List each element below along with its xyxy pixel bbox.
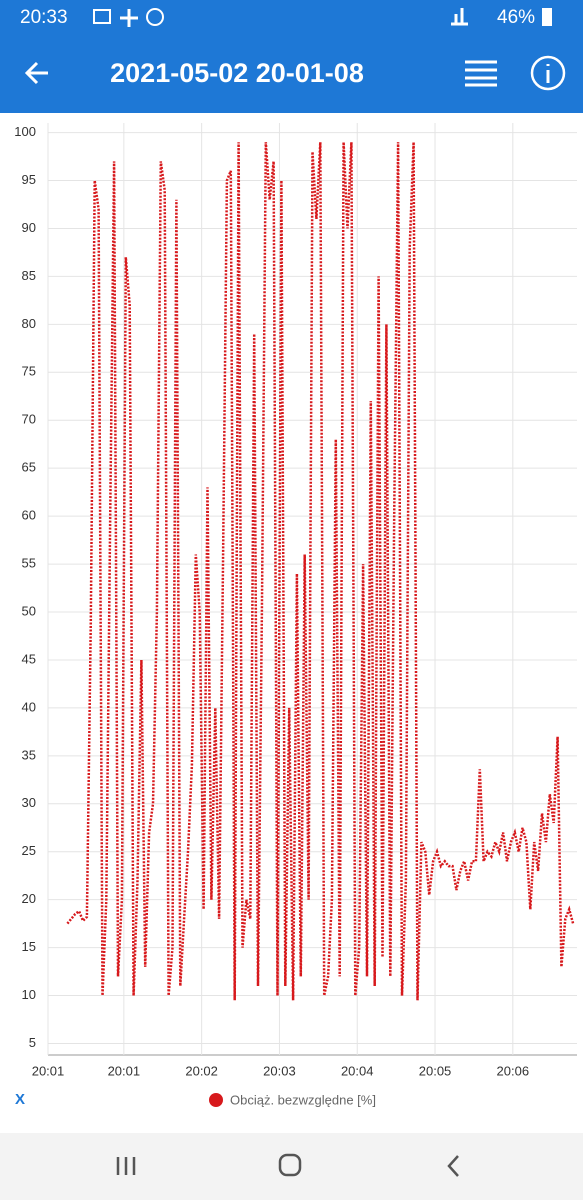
nav-back-button[interactable] (447, 1155, 459, 1177)
y-tick-label: 30 (22, 795, 36, 810)
y-tick-label: 65 (22, 460, 36, 475)
y-tick-label: 10 (22, 987, 36, 1002)
y-tick-label: 90 (22, 220, 36, 235)
status-time: 20:33 (20, 7, 68, 28)
info-circle (530, 55, 566, 91)
x-tick-label: 20:01 (32, 1063, 65, 1078)
list-button[interactable] (465, 60, 497, 87)
y-tick-label: 55 (22, 556, 36, 571)
battery-icon (542, 8, 552, 26)
x-tick-label: 20:01 (108, 1063, 141, 1078)
y-tick-label: 45 (22, 651, 36, 666)
battery-level: 46% (497, 7, 535, 28)
legend-swatch (209, 1093, 223, 1107)
x-tick-label: 20:06 (497, 1063, 530, 1078)
y-tick-label: 5 (29, 1035, 36, 1050)
y-tick-label: 70 (22, 412, 36, 427)
y-tick-label: 35 (22, 747, 36, 762)
y-tick-label: 75 (22, 364, 36, 379)
x-tick-label: 20:04 (341, 1063, 374, 1078)
back-button[interactable] (24, 61, 48, 85)
chart: 5 10 15 20 25 30 35 40 45 50 55 60 65 70 75 80 85 90 95 100… (14, 123, 577, 1107)
app-title: 2021-05-02 20-01-08 (110, 58, 364, 88)
y-tick-label: 40 (22, 699, 36, 714)
gallery-icon (93, 9, 111, 24)
y-tick-label: 60 (22, 508, 36, 523)
home-button[interactable] (278, 1153, 302, 1177)
y-tick-label: 80 (22, 316, 36, 331)
x-tick-label: 20:03 (263, 1063, 296, 1078)
y-tick-label: 50 (22, 603, 36, 618)
recents-button[interactable] (116, 1157, 136, 1175)
y-tick-label: 25 (22, 843, 36, 858)
y-tick-label: 20 (22, 891, 36, 906)
axis-toggle[interactable]: X (15, 1091, 25, 1108)
data-line (66, 142, 575, 1001)
y-tick-label: 100 (14, 124, 36, 139)
y-tick-label: 15 (22, 939, 36, 954)
x-tick-label: 20:02 (185, 1063, 218, 1078)
y-tick-label: 95 (22, 172, 36, 187)
x-tick-label: 20:05 (419, 1063, 452, 1078)
nav-bar (0, 1133, 583, 1200)
app-header (0, 0, 583, 113)
y-tick-label: 85 (22, 268, 36, 283)
info-button[interactable] (530, 55, 566, 91)
legend-label: Obciąż. bezwzględne [%] (230, 1092, 376, 1107)
whatsapp-icon (146, 8, 164, 26)
signal-icon (451, 8, 468, 26)
airplane-icon (120, 9, 138, 27)
